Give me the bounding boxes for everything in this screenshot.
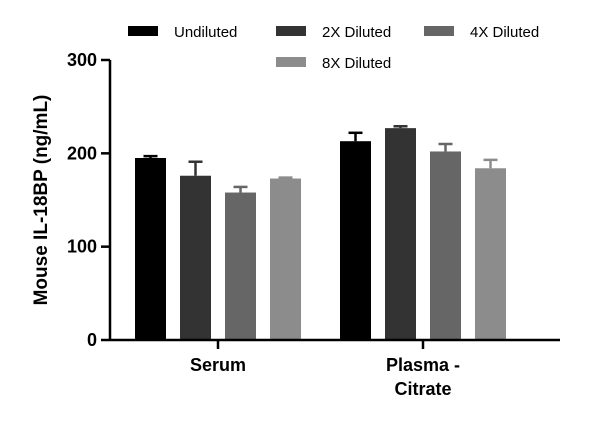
x-category-label-1-line-0: Plasma -	[386, 355, 460, 375]
legend-label-4x-diluted: 4X Diluted	[470, 24, 539, 41]
x-category-label-1-line-1: Citrate	[394, 379, 451, 399]
x-categories: Serum Plasma - Citrate	[190, 340, 460, 399]
axes	[108, 60, 560, 342]
x-category-label-0-line-0: Serum	[190, 355, 246, 375]
bar-serum-8x-diluted	[270, 178, 301, 340]
legend-label-2x-diluted: 2X Diluted	[322, 24, 391, 41]
legend-label-8x-diluted: 8X Diluted	[322, 55, 391, 72]
legend-swatch-undiluted	[128, 26, 158, 36]
legend-swatch-4x-diluted	[424, 26, 454, 36]
bar-serum-4x-diluted	[225, 192, 256, 340]
y-tick-label-300: 300	[67, 50, 97, 70]
y-tick-label-200: 200	[67, 143, 97, 163]
bar-plasma-citrate-4x-diluted	[430, 151, 461, 340]
bars	[135, 125, 506, 340]
bar-plasma-citrate-8x-diluted	[475, 168, 506, 340]
y-tick-label-100: 100	[67, 237, 97, 257]
legend-swatch-2x-diluted	[276, 26, 306, 36]
y-ticks: 0 100 200 300	[67, 50, 110, 350]
y-axis-title: Mouse IL-18BP (ng/mL)	[31, 95, 52, 306]
bar-serum-undiluted	[135, 158, 166, 340]
bar-plasma-citrate-undiluted	[340, 141, 371, 340]
y-tick-label-0: 0	[87, 330, 97, 350]
bar-serum-2x-diluted	[180, 175, 211, 340]
legend: Undiluted 2X Diluted 4X Diluted 8X Diluted	[128, 24, 539, 72]
legend-label-undiluted: Undiluted	[174, 24, 237, 41]
legend-swatch-8x-diluted	[276, 57, 306, 67]
bar-plasma-citrate-2x-diluted	[385, 128, 416, 340]
